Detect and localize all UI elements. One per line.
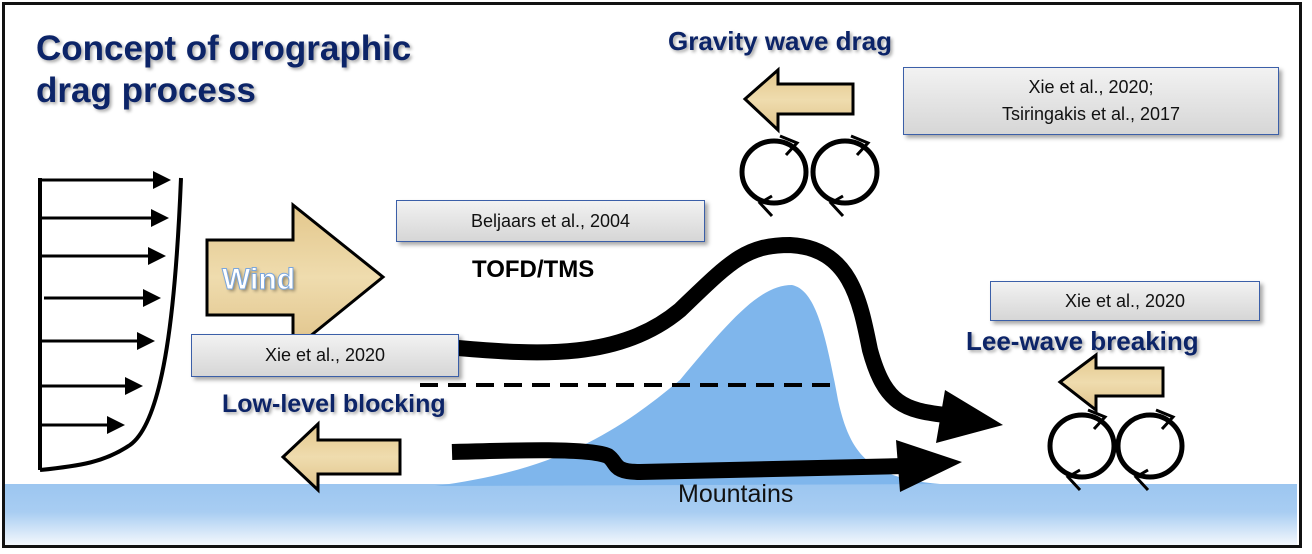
gravity-wave-eddies-icon	[739, 134, 880, 218]
blocking-reference-box: Xie et al., 2020	[191, 334, 459, 377]
page-title: Concept of orographic drag process	[36, 28, 411, 112]
lee-wave-breaking-label: Lee-wave breaking	[966, 326, 1199, 356]
low-level-blocking-label: Low-level blocking	[222, 390, 446, 418]
gravity-wave-reference-box: Xie et al., 2020; Tsiringakis et al., 20…	[903, 67, 1279, 135]
wind-profile	[38, 171, 183, 472]
reference-line-1: Xie et al., 2020;	[1028, 77, 1154, 97]
wind-label: Wind	[221, 263, 296, 297]
gravity-wave-drag-arrow	[742, 66, 855, 134]
lee-wave-reference-box: Xie et al., 2020	[990, 281, 1260, 321]
ground	[5, 484, 1297, 546]
upper-flow-arrowhead	[936, 390, 1003, 443]
mountains-label: Mountains	[678, 480, 794, 508]
lee-wave-drag-arrow	[1057, 352, 1165, 414]
title-line-2: drag process	[36, 71, 256, 110]
reference-line-2: Tsiringakis et al., 2017	[1001, 104, 1181, 124]
title-line-1: Concept of orographic	[36, 29, 412, 68]
lee-wave-eddies-icon	[1047, 408, 1185, 492]
blocking-drag-arrow	[280, 420, 402, 494]
lower-flow-streamline	[451, 442, 906, 481]
lower-flow-arrowhead	[896, 440, 962, 492]
gravity-wave-drag-label: Gravity wave drag	[668, 26, 892, 56]
tofd-reference-box: Beljaars et al., 2004	[396, 200, 705, 242]
upper-flow-streamline	[457, 236, 946, 423]
wind-arrow	[205, 201, 386, 354]
tofd-tms-label: TOFD/TMS	[472, 256, 595, 283]
